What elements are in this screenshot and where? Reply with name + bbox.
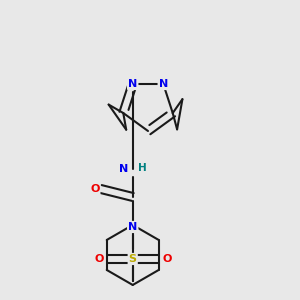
Text: N: N: [119, 164, 129, 174]
Text: O: O: [94, 254, 104, 264]
Text: O: O: [90, 184, 99, 194]
Text: N: N: [128, 222, 137, 232]
Text: S: S: [129, 254, 137, 264]
Text: N: N: [159, 79, 168, 89]
Text: N: N: [128, 79, 137, 89]
Text: H: H: [138, 163, 146, 173]
Text: O: O: [162, 254, 171, 264]
